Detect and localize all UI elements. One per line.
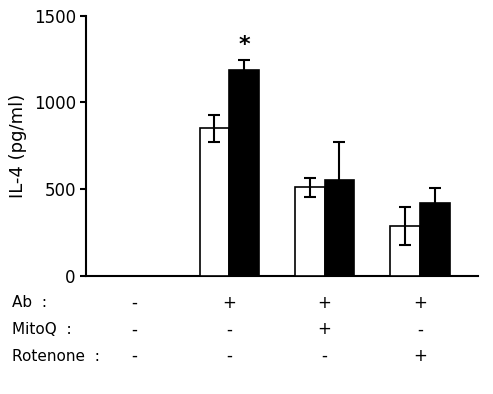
Text: *: * <box>238 35 250 55</box>
Text: -: - <box>131 294 137 312</box>
Bar <box>324 180 354 276</box>
Text: Ab  :: Ab : <box>12 295 47 310</box>
Text: +: + <box>317 320 332 338</box>
Bar <box>390 227 420 276</box>
Text: -: - <box>131 320 137 338</box>
Text: -: - <box>321 347 327 365</box>
Bar <box>229 69 259 276</box>
Bar <box>420 203 450 276</box>
Text: Rotenone  :: Rotenone : <box>12 349 100 364</box>
Bar <box>200 128 229 276</box>
Text: +: + <box>413 347 427 365</box>
Y-axis label: IL-4 (pg/ml): IL-4 (pg/ml) <box>9 94 27 198</box>
Text: +: + <box>222 294 236 312</box>
Text: -: - <box>226 320 232 338</box>
Text: -: - <box>417 320 423 338</box>
Text: MitoQ  :: MitoQ : <box>12 322 72 337</box>
Text: -: - <box>226 347 232 365</box>
Text: +: + <box>317 294 332 312</box>
Text: +: + <box>413 294 427 312</box>
Text: -: - <box>131 347 137 365</box>
Bar <box>295 188 324 276</box>
